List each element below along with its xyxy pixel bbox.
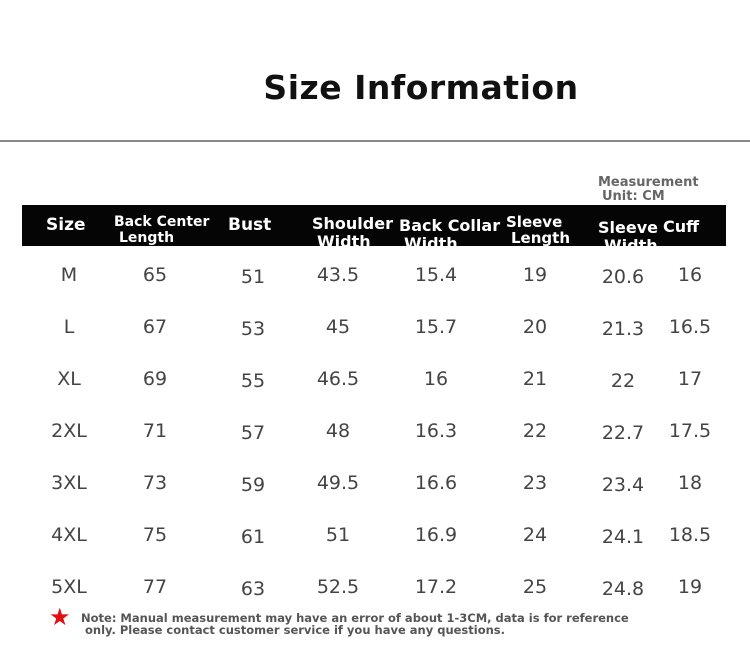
cell-sleeve-width: 23.4	[601, 474, 645, 496]
cell-sleeve-length: 19	[522, 264, 548, 286]
cell-bust: 53	[240, 318, 266, 340]
cell-bust: 63	[240, 578, 266, 600]
header-cuff: Cuff	[663, 217, 700, 236]
header-back-center-length-line2: Length	[119, 230, 175, 246]
cell-bust: 61	[240, 526, 266, 548]
cell-back-collar-width: 15.7	[414, 316, 458, 338]
cell-back-center-length: 69	[142, 368, 168, 390]
cell-sleeve-length: 22	[522, 420, 548, 442]
header-bust: Bust	[228, 215, 272, 235]
header-shoulder-width-line1: Shoulder	[312, 214, 393, 233]
cell-back-collar-width: 16	[423, 368, 449, 390]
note-line-2: only. Please contact customer service if…	[85, 623, 506, 637]
cell-back-collar-width: 17.2	[414, 576, 458, 598]
header-shoulder-width: Shoulder Width	[312, 215, 393, 251]
cell-shoulder-width: 43.5	[316, 264, 360, 286]
header-back-center-length: Back Center Length	[114, 214, 209, 246]
measurement-note: Note: Manual measurement may have an err…	[81, 612, 629, 636]
cell-back-center-length: 71	[142, 420, 168, 442]
header-sleeve-width: Sleeve Width	[598, 219, 658, 255]
cell-cuff: 17.5	[668, 420, 712, 442]
cell-back-collar-width: 15.4	[414, 264, 458, 286]
cell-sleeve-length: 24	[522, 524, 548, 546]
unit-line-2: Unit: CM	[602, 189, 665, 204]
cell-sleeve-width: 21.3	[601, 318, 645, 340]
cell-size: L	[63, 316, 75, 338]
cell-cuff: 16	[677, 264, 703, 286]
cell-cuff: 17	[677, 368, 703, 390]
header-sleeve-length-line2: Length	[511, 229, 570, 247]
cell-shoulder-width: 51	[325, 524, 351, 546]
cell-size: M	[60, 264, 78, 286]
cell-back-collar-width: 16.3	[414, 420, 458, 442]
cell-cuff: 18	[677, 472, 703, 494]
cell-size: 5XL	[51, 576, 87, 598]
cell-size: 3XL	[51, 472, 87, 494]
cell-back-collar-width: 16.6	[414, 472, 458, 494]
cell-shoulder-width: 46.5	[316, 368, 360, 390]
header-shoulder-width-line2: Width	[317, 232, 371, 251]
cell-sleeve-length: 23	[522, 472, 548, 494]
cell-sleeve-width: 24.1	[601, 526, 645, 548]
cell-sleeve-length: 20	[522, 316, 548, 338]
cell-bust: 51	[240, 266, 266, 288]
header-sleeve-width-line1: Sleeve	[598, 218, 658, 237]
cell-cuff: 18.5	[668, 524, 712, 546]
header-size: Size	[46, 215, 86, 235]
header-sleeve-length-line1: Sleeve	[506, 213, 563, 231]
cell-bust: 57	[240, 422, 266, 444]
cell-size: XL	[57, 368, 81, 390]
cell-sleeve-width: 24.8	[601, 578, 645, 600]
cell-back-collar-width: 16.9	[414, 524, 458, 546]
cell-shoulder-width: 48	[325, 420, 351, 442]
cell-back-center-length: 75	[142, 524, 168, 546]
measurement-unit: Measurement Unit: CM	[598, 176, 699, 204]
cell-size: 2XL	[51, 420, 87, 442]
cell-shoulder-width: 52.5	[316, 576, 360, 598]
cell-shoulder-width: 45	[325, 316, 351, 338]
cell-sleeve-length: 25	[522, 576, 548, 598]
cell-bust: 55	[240, 370, 266, 392]
note-line-1: Note: Manual measurement may have an err…	[81, 611, 629, 625]
table-header	[22, 205, 726, 246]
header-sleeve-length: Sleeve Length	[506, 214, 570, 246]
cell-cuff: 16.5	[668, 316, 712, 338]
header-back-collar-width-line2: Width	[404, 234, 458, 253]
unit-line-1: Measurement	[598, 175, 699, 190]
cell-sleeve-length: 21	[522, 368, 548, 390]
cell-size: 4XL	[51, 524, 87, 546]
cell-back-center-length: 65	[142, 264, 168, 286]
cell-sleeve-width: 22	[610, 370, 636, 392]
cell-shoulder-width: 49.5	[316, 472, 360, 494]
cell-back-center-length: 73	[142, 472, 168, 494]
header-back-center-length-line1: Back Center	[114, 214, 210, 230]
header-back-collar-width: Back Collar Width	[399, 217, 500, 253]
cell-back-center-length: 67	[142, 316, 168, 338]
title-divider	[0, 140, 750, 142]
star-icon: ★	[49, 604, 71, 631]
page-title: Size Information	[263, 68, 579, 107]
cell-bust: 59	[240, 474, 266, 496]
cell-sleeve-width: 22.7	[601, 422, 645, 444]
cell-cuff: 19	[677, 576, 703, 598]
header-back-collar-width-line1: Back Collar	[399, 216, 501, 235]
cell-back-center-length: 77	[142, 576, 168, 598]
cell-sleeve-width: 20.6	[601, 266, 645, 288]
header-sleeve-width-line2: Width	[604, 236, 658, 255]
